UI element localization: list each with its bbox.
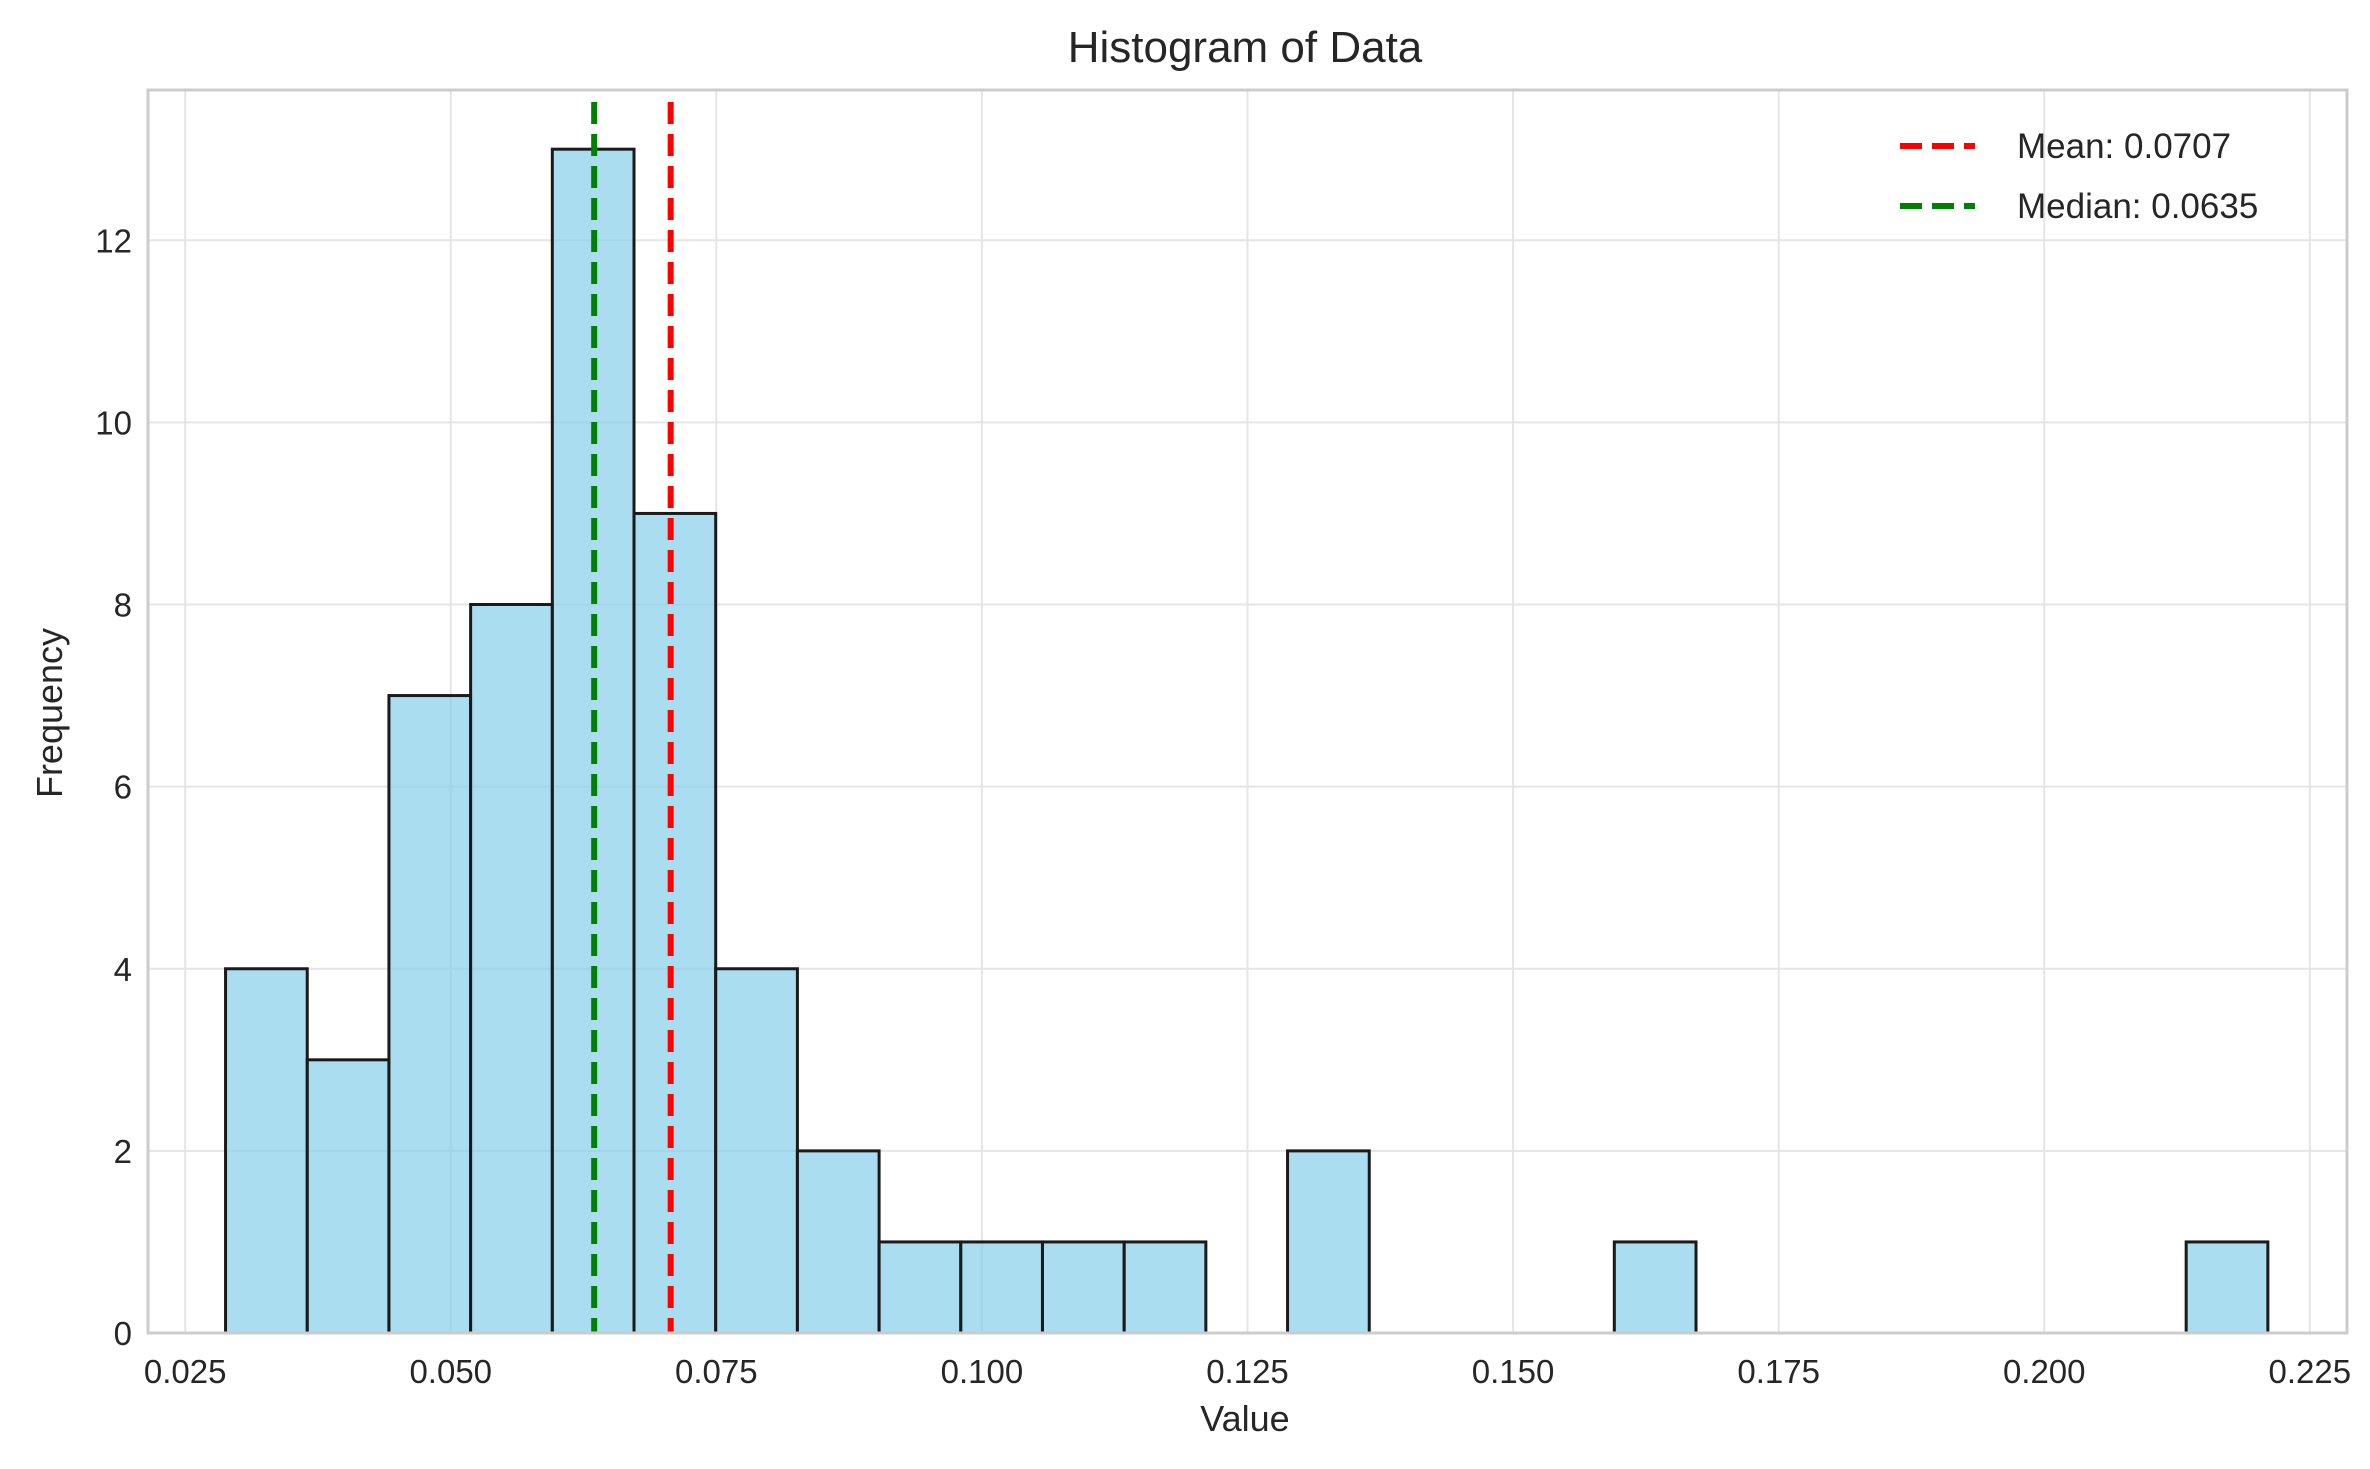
x-tick-label: 0.200 [2003, 1353, 2086, 1390]
y-tick-label: 4 [114, 951, 132, 988]
x-tick-label: 0.225 [2269, 1353, 2352, 1390]
plot-frame [146, 88, 2349, 1335]
histogram-bar [1286, 1149, 1371, 1335]
legend-entry: Median: 0.0635 [2017, 187, 2258, 226]
histogram-bar [224, 967, 309, 1335]
x-tick-label: 0.050 [409, 1353, 492, 1390]
histogram-bar [959, 1240, 1044, 1335]
x-axis-ticks: 0.025 0.050 0.075 0.100 0.125 0.150 0.175 0.200… [144, 1353, 2351, 1390]
histogram-bar [2184, 1240, 2270, 1335]
histogram-bar [469, 603, 554, 1335]
histogram-bar [714, 967, 799, 1335]
x-tick-label: 0.150 [1472, 1353, 1555, 1390]
x-tick-label: 0.075 [675, 1353, 758, 1390]
legend: Mean: 0.0707 Median: 0.0635 [1900, 127, 2258, 226]
y-tick-label: 8 [114, 587, 132, 624]
histogram-bar [1612, 1240, 1698, 1335]
x-tick-label: 0.125 [1206, 1353, 1289, 1390]
histogram-bar [877, 1240, 963, 1335]
histogram-bar [1040, 1240, 1126, 1335]
x-tick-label: 0.175 [1737, 1353, 1820, 1390]
reference-lines [591, 102, 674, 1333]
histogram-bars [224, 147, 2270, 1335]
chart-title: Histogram of Data [1068, 23, 1423, 72]
y-axis-label: Frequency [29, 628, 70, 798]
y-tick-label: 10 [95, 404, 132, 441]
y-axis-ticks: 0 2 4 6 8 10 12 [95, 222, 132, 1352]
x-tick-label: 0.100 [941, 1353, 1024, 1390]
histogram-bar [387, 694, 473, 1335]
y-tick-label: 2 [114, 1133, 132, 1170]
histogram-bar [632, 511, 718, 1335]
x-axis-label: Value [1200, 1398, 1289, 1439]
legend-entry: Mean: 0.0707 [2017, 127, 2231, 166]
y-tick-label: 0 [114, 1315, 132, 1352]
y-tick-label: 6 [114, 769, 132, 806]
histogram-bar [795, 1149, 881, 1335]
x-tick-label: 0.025 [144, 1353, 227, 1390]
histogram-bar [305, 1058, 391, 1335]
histogram-bar [1122, 1240, 1208, 1335]
y-tick-label: 12 [95, 222, 132, 259]
